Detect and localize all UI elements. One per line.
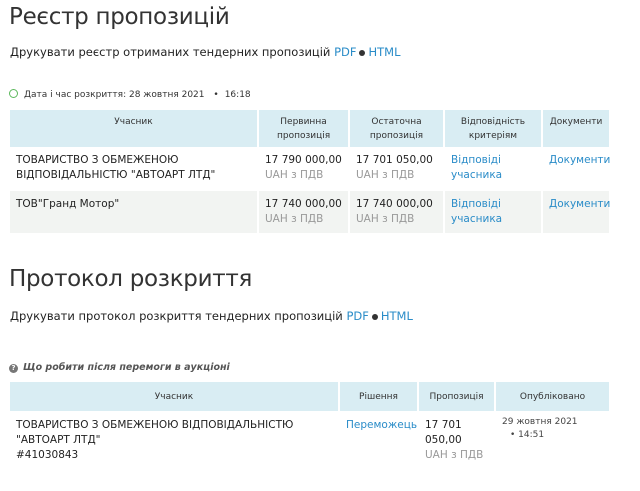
separator-dot <box>359 49 366 56</box>
published-time-wrap: • 14:51 <box>510 430 545 440</box>
participant-name: ТОВАРИСТВО З ОБМЕЖЕНОЮ ВІДПОВІДАЛЬНІСТЮ … <box>16 419 294 446</box>
initial-offer: 17 740 000,00 UAH з ПДВ <box>258 191 350 233</box>
help-link[interactable]: ? Що робити після перемоги в аукціоні <box>9 362 230 373</box>
participant-name: ТОВ"Гранд Мотор" <box>10 191 259 233</box>
participant-name: ТОВАРИСТВО З ОБМЕЖЕНОЮ ВІДПОВІДАЛЬНІСТЮ … <box>10 147 259 191</box>
currency: UAH з ПДВ <box>425 449 484 461</box>
documents-link[interactable]: Документи <box>549 154 611 166</box>
opening-time: 16:18 <box>224 90 251 100</box>
print-text: Друкувати протокол розкриття тендерних п… <box>10 309 343 323</box>
participant-id: #41030843 <box>16 449 79 461</box>
opening-date: Дата і час розкриття: 28 жовтня 2021 • 16… <box>9 89 251 100</box>
registry-pdf-link[interactable]: PDF <box>334 45 357 59</box>
opening-label: Дата і час розкриття: 28 жовтня 2021 <box>24 90 205 100</box>
protocol-table: Учасник Рішення Пропозиція Опубліковано … <box>10 382 611 469</box>
amount: 17 740 000,00 <box>356 198 433 210</box>
col-criteria: Відповідність критеріям <box>444 110 543 147</box>
initial-offer: 17 790 000,00 UAH з ПДВ <box>258 147 350 191</box>
col-decision: Рішення <box>339 382 419 411</box>
print-text: Друкувати реєстр отриманих тендерних про… <box>10 45 331 59</box>
col-initial: Первинна пропозиція <box>258 110 350 147</box>
published-time: 14:51 <box>518 430 545 440</box>
amount: 17 701 050,00 <box>425 419 462 446</box>
currency: UAH з ПДВ <box>356 213 415 225</box>
table-row: ТОВАРИСТВО З ОБМЕЖЕНОЮ ВІДПОВІДАЛЬНІСТЮ … <box>10 411 611 469</box>
col-final: Остаточна пропозиція <box>349 110 445 147</box>
published-date: 29 жовтня 2021 <box>502 417 578 427</box>
separator-dot <box>371 313 378 320</box>
help-text: Що робити після перемоги в аукціоні <box>23 362 230 373</box>
col-participant: Учасник <box>10 382 340 411</box>
currency: UAH з ПДВ <box>265 169 324 181</box>
currency: UAH з ПДВ <box>356 169 415 181</box>
amount: 17 790 000,00 <box>265 154 342 166</box>
col-published: Опубліковано <box>495 382 611 411</box>
amount: 17 701 050,00 <box>356 154 433 166</box>
protocol-pdf-link[interactable]: PDF <box>346 309 369 323</box>
question-icon: ? <box>9 364 18 373</box>
col-offer: Пропозиція <box>418 382 496 411</box>
registry-table: Учасник Первинна пропозиція Остаточна пр… <box>10 110 611 233</box>
documents-link[interactable]: Документи <box>549 198 611 210</box>
col-participant: Учасник <box>10 110 259 147</box>
registry-title: Реєстр пропозицій <box>9 4 230 30</box>
table-row: ТОВАРИСТВО З ОБМЕЖЕНОЮ ВІДПОВІДАЛЬНІСТЮ … <box>10 147 611 191</box>
amount: 17 740 000,00 <box>265 198 342 210</box>
criteria-link[interactable]: Відповіді учасника <box>451 198 503 225</box>
clock-icon <box>9 89 18 98</box>
protocol-html-link[interactable]: HTML <box>380 309 413 323</box>
table-row: ТОВ"Гранд Мотор" 17 740 000,00 UAH з ПДВ … <box>10 191 611 233</box>
final-offer: 17 740 000,00 UAH з ПДВ <box>349 191 445 233</box>
currency: UAH з ПДВ <box>265 213 324 225</box>
protocol-title: Протокол розкриття <box>9 266 252 292</box>
final-offer: 17 701 050,00 UAH з ПДВ <box>349 147 445 191</box>
registry-print: Друкувати реєстр отриманих тендерних про… <box>10 45 401 59</box>
protocol-print: Друкувати протокол розкриття тендерних п… <box>10 309 413 323</box>
criteria-link[interactable]: Відповіді учасника <box>451 154 503 181</box>
registry-html-link[interactable]: HTML <box>368 45 401 59</box>
winner-link[interactable]: Переможець <box>346 419 418 431</box>
col-docs: Документи <box>542 110 611 147</box>
